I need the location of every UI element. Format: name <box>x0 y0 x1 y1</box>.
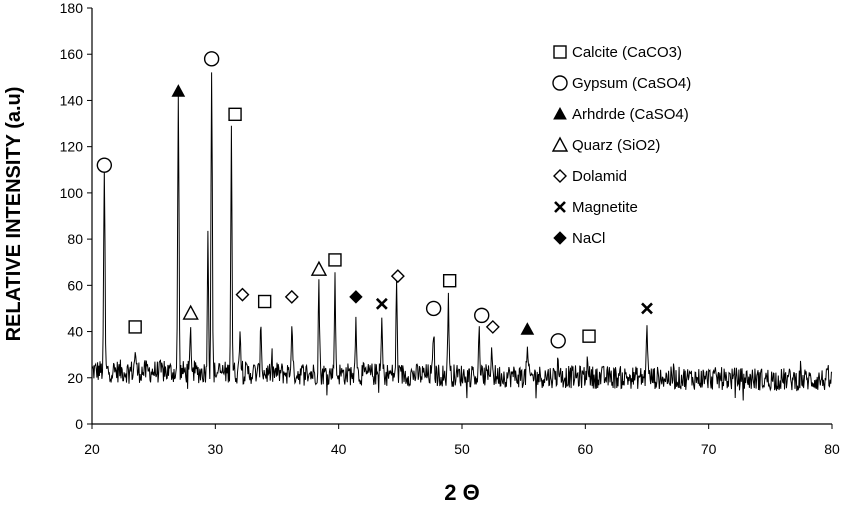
phase-marker-diamond-open <box>485 319 500 334</box>
y-tick-label: 180 <box>60 0 84 16</box>
y-tick-label: 100 <box>60 185 84 201</box>
phase-marker-circle-open <box>203 51 220 67</box>
legend-label: NaCl <box>572 230 605 247</box>
phase-marker-square-open <box>128 320 142 334</box>
x-tick-label: 80 <box>824 441 840 457</box>
y-tick-label: 140 <box>60 92 84 108</box>
y-tick-label: 160 <box>60 46 84 62</box>
x-tick-label: 50 <box>454 441 470 457</box>
legend-marker-circle-open <box>552 75 568 91</box>
x-tick-label: 20 <box>84 441 100 457</box>
x-tick-label: 30 <box>208 441 224 457</box>
y-tick-label: 20 <box>67 370 83 386</box>
phase-marker-circle-open <box>550 333 566 349</box>
y-tick-label: 120 <box>60 139 84 155</box>
phase-marker-square-open <box>328 253 342 267</box>
phase-marker-circle-open <box>474 307 490 324</box>
phase-marker-triangle-filled <box>520 322 535 335</box>
phase-marker-triangle-open <box>310 260 328 276</box>
legend: Calcite (CaCO3) Gypsum (CaSO4) Arhdrde (Ca… <box>551 44 691 247</box>
phase-marker-diamond-filled <box>349 290 363 304</box>
phase-marker-triangle-open <box>182 304 199 320</box>
phase-marker-square-open <box>257 294 272 309</box>
legend-marker-diamond-filled <box>553 231 567 245</box>
phase-marker-square-open <box>228 107 242 122</box>
y-tick-label: 40 <box>67 324 83 340</box>
phase-marker-triangle-filled <box>171 84 186 97</box>
phase-marker-circle-open <box>96 157 113 173</box>
legend-marker-square-open <box>553 45 567 59</box>
legend-marker-triangle-filled <box>553 106 567 120</box>
diffraction-trace <box>91 72 833 401</box>
x-tick-label: 60 <box>578 441 594 457</box>
x-axis-title: 2 Θ <box>444 480 479 505</box>
y-tick-label: 0 <box>75 416 83 432</box>
phase-markers-group <box>96 51 653 349</box>
diffraction-trace-group <box>91 72 833 401</box>
axes-group <box>91 8 832 425</box>
legend-label: Gypsum (CaSO4) <box>572 75 691 92</box>
legend-marker-triangle-open <box>551 136 569 152</box>
x-tick-label: 40 <box>331 441 347 457</box>
legend-label: Magnetite <box>572 199 638 216</box>
phase-marker-diamond-open <box>284 289 299 304</box>
phase-marker-square-open <box>442 274 457 288</box>
y-axis-title: RELATIVE INTENSITY (a.u) <box>3 87 25 342</box>
phase-marker-diamond-open <box>235 287 250 302</box>
phase-marker-x <box>375 297 388 310</box>
phase-marker-circle-open <box>425 300 442 317</box>
y-tick-label: 80 <box>67 231 83 247</box>
y-tick-label: 60 <box>67 277 83 293</box>
x-tick-label: 70 <box>701 441 717 457</box>
legend-marker-x <box>554 201 566 213</box>
legend-label: Arhdrde (CaSO4) <box>572 106 689 123</box>
phase-marker-x <box>641 302 653 315</box>
phase-marker-diamond-open <box>390 269 405 284</box>
legend-label: Calcite (CaCO3) <box>572 44 682 61</box>
phase-marker-square-open <box>582 329 596 343</box>
legend-label: Dolamid <box>572 168 627 185</box>
legend-marker-diamond-open <box>553 169 567 183</box>
legend-label: Quarz (SiO2) <box>572 137 660 154</box>
